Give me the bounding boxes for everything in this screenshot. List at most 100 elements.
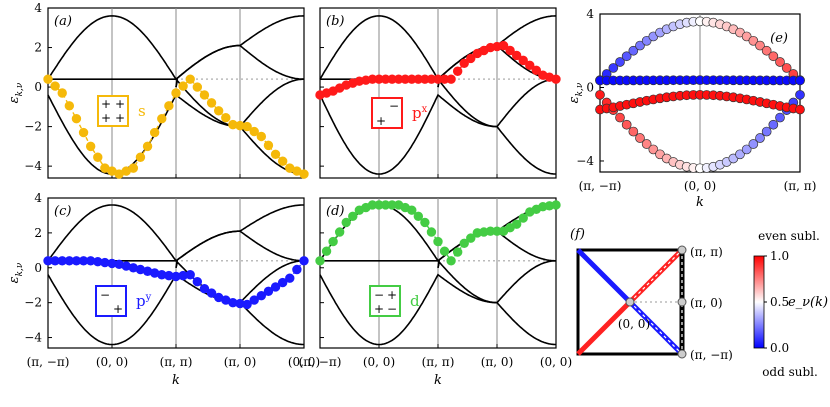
panel-tag: (f) — [570, 227, 585, 242]
band-weight-point — [270, 282, 281, 292]
band-weight-point — [439, 246, 450, 256]
band-weight-point — [263, 140, 274, 151]
scatter-point — [795, 75, 805, 86]
xtick-label: (π, −π) — [579, 179, 622, 193]
band-weight-point — [149, 127, 160, 138]
band-weight-point — [256, 131, 267, 142]
band-weight-point — [242, 121, 252, 132]
orbital-sign: + — [374, 302, 384, 316]
band-split-up — [175, 44, 305, 88]
xtick-label: (π, 0) — [224, 355, 257, 369]
bz-label: (π, 0) — [690, 296, 723, 310]
band-weight-point — [206, 98, 217, 108]
band-weight-point — [334, 227, 345, 237]
band-weight-point — [420, 217, 430, 228]
ylabel: εk,ν — [7, 82, 25, 103]
scatter-point — [741, 31, 752, 42]
scatter-point — [628, 126, 639, 137]
band-weight-point — [78, 127, 89, 138]
band-weight-point — [71, 113, 82, 124]
colorbar-top-label: even subl. — [758, 229, 820, 243]
ytick-label: 0 — [34, 261, 42, 275]
band-weight-point — [93, 152, 103, 162]
ytick-label: −4 — [24, 331, 42, 345]
ytick-label: 0 — [34, 80, 42, 94]
band-weight-point — [178, 81, 188, 91]
ylabel-sub: k,ν — [575, 82, 585, 96]
band-weight-point — [466, 233, 476, 243]
ytick-label: −4 — [24, 159, 42, 173]
colorbar-tick-label: 0.0 — [770, 341, 789, 355]
xtick-label: (π, π) — [784, 179, 817, 193]
scatter-point — [768, 51, 779, 62]
scatter-point — [615, 112, 625, 123]
panel-s: 420−2−4(a)+ ++ + s — [24, 1, 309, 179]
xtick-label: (π, −π) — [27, 355, 70, 369]
band-weight-point — [57, 88, 67, 98]
scatter-point — [628, 45, 639, 56]
panel-f: (f) (π, π) (π, 0) (0, 0) (π, −π) — [570, 227, 733, 362]
orbital-sign: − — [100, 288, 110, 302]
band-weight-point — [249, 295, 259, 305]
band-weight-point — [341, 217, 351, 228]
band-split-down — [437, 260, 556, 304]
band-weight-point — [64, 101, 75, 111]
ylabel: εk,ν — [7, 262, 25, 283]
band-weight-point — [270, 149, 281, 159]
orbital-label-sup: x — [422, 104, 428, 115]
colorbar-bar — [753, 255, 765, 349]
scatter-point — [635, 40, 645, 51]
band-weight-point — [128, 163, 139, 173]
path-dashed — [629, 249, 683, 303]
xtick-label: (π, π) — [422, 355, 455, 369]
scatter-point — [735, 149, 745, 160]
orbital-label-sup: y — [145, 292, 152, 303]
scatter-point — [755, 133, 765, 143]
band-weight-point — [277, 156, 288, 166]
band-split-down — [437, 78, 556, 128]
xlabel: k — [696, 195, 704, 210]
band-weight-point — [277, 277, 288, 288]
band-weight-point — [221, 113, 231, 123]
band-weight-point — [43, 74, 53, 84]
ytick-label: 4 — [34, 1, 42, 15]
band-weight-point — [459, 238, 469, 249]
xtick-label: (0, 0) — [540, 355, 572, 369]
band-weight-point — [192, 277, 203, 287]
scatter-point — [761, 126, 772, 137]
band-weight-point — [407, 205, 417, 215]
band-weight-point — [185, 270, 195, 280]
band-weight-point — [199, 90, 210, 100]
panel-d: (π, −π) (0, 0) (π, π) (π, 0) (0, 0)k(d)− ++ − d — [299, 197, 572, 388]
xtick-label: (π, 0) — [481, 355, 514, 369]
scatter-point — [795, 89, 805, 100]
ytick-label: −4 — [576, 154, 594, 168]
panel-px: (b) −+ px — [315, 7, 561, 179]
orbital-label: s — [138, 102, 146, 120]
ytick-label: 4 — [34, 191, 42, 205]
ytick-label: 0 — [586, 80, 594, 94]
xtick-label: (π, −π) — [299, 355, 342, 369]
xtick-label: (0, 0) — [96, 355, 128, 369]
ylabel-sub: k,ν — [15, 82, 25, 96]
panel-tag: (e) — [770, 31, 788, 46]
bz-point — [677, 297, 687, 307]
band-weight-point — [157, 113, 167, 124]
orbital-label: py — [136, 292, 152, 310]
orbital-box — [371, 97, 403, 129]
xtick-label: (0, 0) — [684, 179, 716, 193]
band-lower — [319, 93, 556, 175]
band-weight-point — [518, 55, 528, 66]
scatter-point — [595, 89, 605, 100]
orbital-box — [369, 285, 401, 317]
band-weight-point — [525, 60, 535, 71]
band-weight-point — [518, 213, 528, 223]
scatter-point — [781, 63, 792, 73]
orbital-box — [97, 95, 129, 127]
panel-e: 4 0 −4 (π, −π) (0, 0) (π, π) k (e) — [576, 7, 816, 210]
ylabel-text: εk,ν — [7, 82, 25, 103]
band-weight-point — [199, 283, 210, 294]
band-weight-point — [242, 299, 252, 310]
band-weight-point — [348, 211, 358, 222]
